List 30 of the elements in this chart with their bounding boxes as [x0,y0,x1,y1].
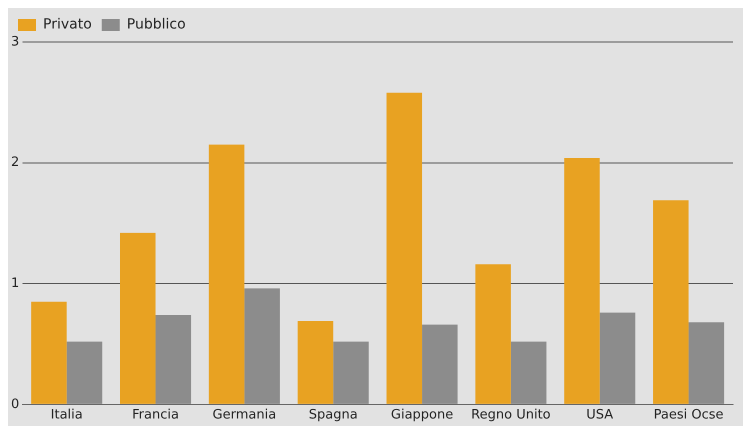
x-tick-label: Francia [132,408,179,423]
bar [475,264,511,404]
y-tick-label: 2 [10,155,20,170]
y-tick-label: 0 [10,396,20,412]
x-tick-label: Giappone [390,408,454,423]
legend-label: Pubblico [126,16,186,33]
x-tick-label: Italia [50,408,83,423]
bar [120,232,156,404]
bar [31,302,67,404]
y-tick-label: 1 [10,276,20,291]
legend-label: Privato [43,16,92,33]
x-tick-label: Germania [212,408,276,423]
bar [333,342,369,404]
bar [600,312,636,404]
bar [688,322,724,404]
bar [653,200,689,404]
bar [244,288,280,404]
x-tick-label: Paesi Ocse [654,408,724,423]
bar [208,144,244,404]
x-tick-label: USA [586,408,614,423]
y-tick-label: 3 [10,34,20,50]
bar [66,342,102,404]
bar [386,92,422,404]
bar [156,315,192,404]
x-tick-label: Spagna [308,408,358,423]
bar [564,158,600,404]
bar [422,324,458,404]
bar [510,342,546,404]
x-tick-label: Regno Unito [471,408,551,423]
bar [298,321,334,404]
